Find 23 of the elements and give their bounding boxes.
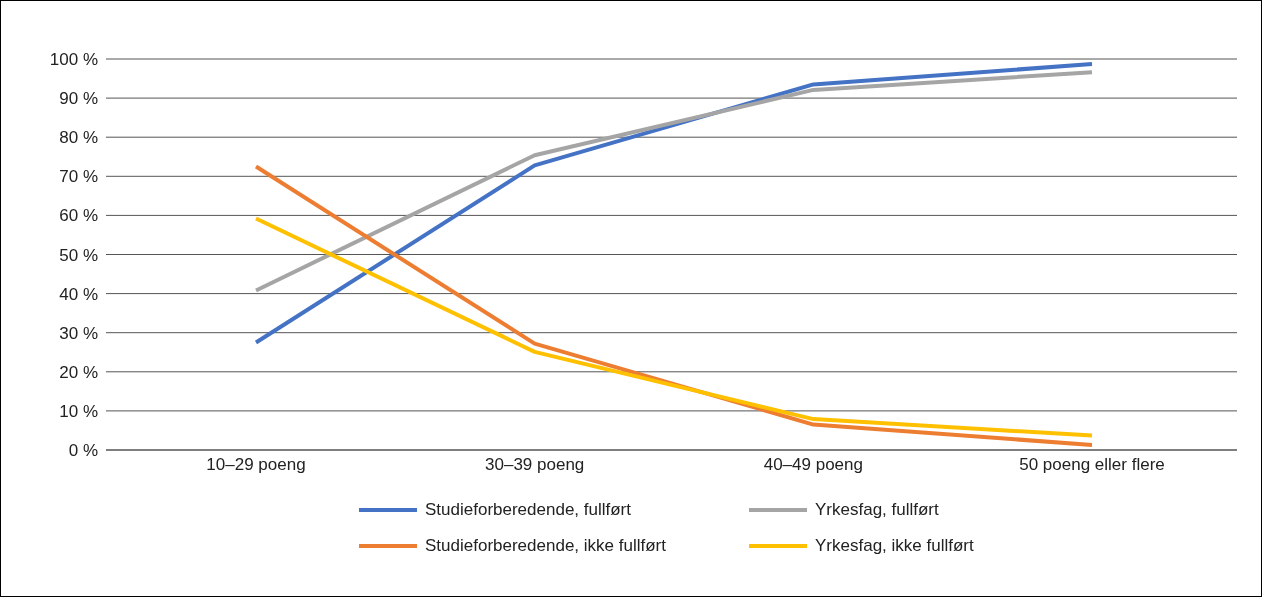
y-tick-label: 60 % (59, 206, 98, 226)
line-series (254, 164, 1094, 447)
legend-label: Yrkesfag, ikke fullført (815, 536, 974, 556)
x-tick-label: 40–49 poeng (763, 455, 863, 475)
y-tick-label: 20 % (59, 362, 98, 382)
y-tick-label: 70 % (59, 167, 98, 187)
y-tick-label: 0 % (68, 441, 98, 461)
y-tick-label: 100 % (49, 50, 98, 70)
legend-label: Studieforberedende, fullført (425, 500, 632, 520)
line-series (254, 62, 1094, 345)
line-series (254, 216, 1094, 438)
y-tick-label: 90 % (59, 89, 98, 109)
x-tick-label: 10–29 poeng (206, 455, 306, 475)
y-tick-label: 30 % (59, 323, 98, 343)
y-tick-label: 80 % (59, 128, 98, 148)
x-tick-label: 50 poeng eller flere (1019, 455, 1165, 475)
y-tick-label: 50 % (59, 245, 98, 265)
y-tick-label: 10 % (59, 401, 98, 421)
x-tick-label: 30–39 poeng (485, 455, 585, 475)
legend-label: Studieforberedende, ikke fullført (425, 536, 666, 556)
y-tick-label: 40 % (59, 284, 98, 304)
legend-label: Yrkesfag, fullført (815, 500, 939, 520)
line-series (254, 70, 1094, 293)
